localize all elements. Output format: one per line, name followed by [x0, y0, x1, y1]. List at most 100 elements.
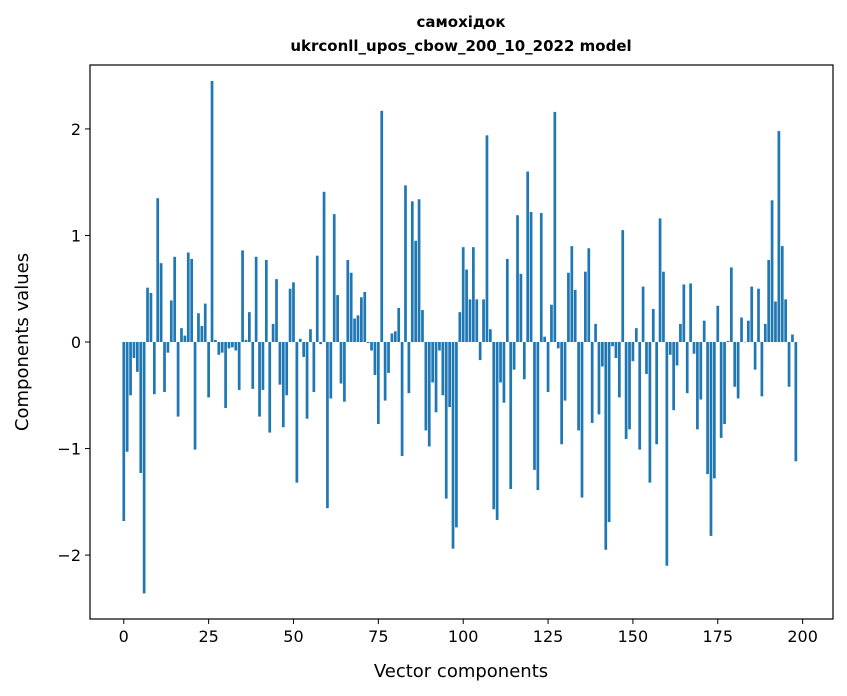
bar — [332, 214, 336, 342]
bar — [685, 342, 689, 394]
bar — [132, 342, 136, 358]
bar — [729, 267, 733, 342]
bar — [679, 323, 682, 342]
bar — [763, 323, 767, 342]
bar — [668, 342, 672, 355]
bar — [241, 250, 244, 342]
bar — [329, 342, 333, 399]
bar — [784, 299, 788, 342]
bar — [271, 323, 275, 342]
bar — [264, 259, 268, 342]
bar — [658, 218, 662, 342]
bar — [383, 342, 387, 401]
bar — [278, 342, 282, 385]
bar — [237, 342, 241, 390]
plot-frame — [89, 64, 834, 620]
bar — [261, 342, 265, 390]
bar — [543, 336, 547, 342]
bar — [295, 342, 299, 483]
bar — [455, 342, 458, 528]
bar — [346, 259, 350, 342]
bar — [560, 342, 563, 445]
bar — [356, 315, 360, 342]
bar — [760, 342, 764, 397]
x-tick-label: 75 — [368, 627, 388, 646]
bar — [414, 240, 418, 342]
bar — [662, 271, 665, 342]
bar — [254, 256, 258, 342]
bar — [499, 342, 502, 383]
bar — [193, 342, 197, 450]
bar — [472, 247, 475, 342]
bar — [234, 342, 238, 351]
bar — [424, 342, 428, 431]
bar — [723, 342, 726, 425]
bar — [370, 342, 373, 351]
bar — [604, 342, 608, 550]
bar — [716, 305, 720, 342]
bar — [139, 342, 143, 474]
bar — [197, 313, 200, 342]
bar — [597, 342, 601, 415]
bar — [689, 283, 692, 342]
bar — [285, 342, 289, 396]
bar — [146, 287, 149, 342]
bar — [360, 297, 363, 342]
bar — [573, 289, 577, 342]
bar — [431, 342, 435, 383]
bar — [485, 135, 489, 342]
bar — [645, 342, 648, 374]
bar — [634, 328, 638, 342]
bar — [220, 342, 224, 353]
bar — [410, 201, 414, 342]
bars-group — [122, 80, 798, 594]
bar — [482, 299, 485, 342]
bar — [407, 342, 411, 394]
bar — [421, 310, 424, 342]
bar — [478, 342, 482, 361]
bar — [648, 342, 652, 483]
bar — [719, 342, 723, 438]
bar — [339, 342, 343, 384]
y-tick-label: 1 — [71, 226, 81, 245]
bar — [309, 329, 312, 342]
bar — [207, 342, 210, 398]
bar — [129, 342, 132, 396]
bar — [214, 339, 217, 342]
bar — [628, 342, 631, 430]
bar — [777, 131, 781, 342]
bar — [533, 342, 536, 470]
bar — [227, 342, 231, 349]
bar — [675, 342, 679, 366]
bar — [319, 342, 322, 345]
bar — [638, 342, 642, 450]
bar — [774, 301, 777, 342]
bar — [244, 339, 248, 342]
bar — [475, 299, 479, 342]
bar — [617, 342, 621, 398]
bar — [699, 342, 703, 400]
x-tick-label: 100 — [448, 627, 479, 646]
bar — [641, 286, 645, 342]
bar — [353, 318, 356, 342]
y-tick-label: −2 — [57, 546, 81, 565]
x-tick-label: 200 — [787, 627, 818, 646]
bar — [590, 342, 594, 423]
bar — [217, 342, 221, 355]
bar — [682, 284, 686, 342]
bar — [794, 342, 798, 462]
bar — [655, 342, 659, 445]
bar — [190, 258, 194, 342]
bar — [393, 331, 397, 342]
bar — [672, 342, 675, 411]
bar — [248, 312, 251, 342]
bar — [624, 342, 628, 439]
bar — [404, 185, 407, 342]
bar — [536, 342, 540, 491]
bar — [570, 246, 574, 342]
bar — [529, 212, 533, 342]
bar — [787, 342, 791, 387]
bar — [390, 333, 394, 342]
bar — [152, 342, 156, 395]
